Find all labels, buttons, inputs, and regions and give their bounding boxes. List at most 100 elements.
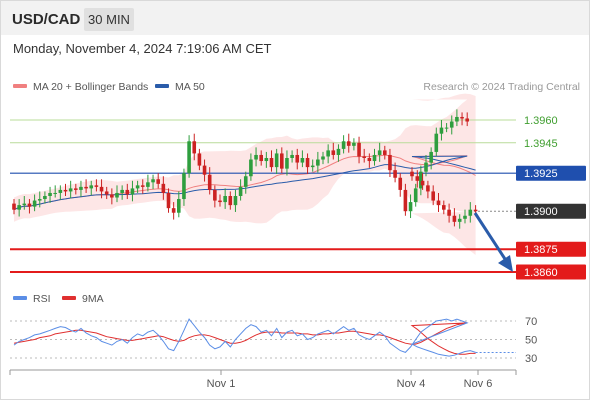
candle-body	[426, 185, 430, 192]
candle-body	[341, 141, 346, 149]
candle-body	[254, 154, 258, 160]
candle-b-8	[452, 208, 457, 227]
rsi-line	[13, 318, 476, 357]
candle-a-61	[326, 144, 330, 164]
candle-body	[110, 194, 114, 198]
candle-body	[410, 171, 414, 177]
candle-a-35	[192, 133, 197, 161]
candle-body	[63, 189, 68, 192]
candle-a-15	[89, 180, 94, 196]
candle-body	[125, 189, 130, 195]
candle-b-0	[410, 167, 414, 181]
candle-b-3	[426, 180, 430, 199]
candle-body	[280, 153, 284, 169]
candle-b-6	[442, 200, 446, 215]
candle-body	[457, 218, 462, 222]
candle-body	[372, 154, 377, 162]
candle-a-26	[146, 174, 150, 192]
candle-body	[398, 177, 403, 190]
candle-a-64	[341, 135, 346, 154]
chart-datetime: Monday, November 4, 2024 7:19:06 AM CET	[13, 41, 272, 56]
candle-a-9	[58, 185, 63, 200]
level-label-1.3900: 1.3900	[524, 206, 558, 218]
ma50-legend-swatch	[155, 84, 169, 88]
candle-a-24	[135, 180, 140, 193]
candle-a-0	[12, 199, 16, 215]
bollinger-band	[14, 93, 476, 255]
candle-body	[465, 118, 469, 122]
candle-body	[94, 185, 99, 187]
candle-body	[473, 209, 478, 212]
candle-a-25	[140, 179, 145, 194]
timeframe-badge[interactable]: 30 MIN	[84, 8, 134, 31]
candle-body	[166, 192, 171, 209]
candle-a-68	[362, 148, 366, 163]
candle-a-75	[398, 173, 403, 197]
candle-body	[463, 215, 467, 219]
candle-body	[449, 121, 454, 128]
candle-body	[156, 179, 160, 184]
candle-body	[146, 182, 150, 187]
candle-body	[171, 208, 176, 213]
ma20-legend-label: MA 20 + Bollinger Bands	[33, 81, 148, 93]
candle-body	[89, 185, 94, 189]
candle-body	[352, 142, 356, 146]
candle-body	[17, 205, 21, 210]
candle-a-83	[439, 120, 444, 141]
candle-a-54	[290, 150, 294, 163]
candle-a-19	[110, 188, 114, 205]
rsi-legend-swatch	[13, 296, 27, 300]
candle-body	[151, 179, 155, 183]
rsi-ma9-line	[13, 322, 476, 355]
candle-body	[439, 127, 444, 134]
candle-body	[259, 154, 263, 162]
candle-a-38	[207, 167, 212, 195]
candle-body	[455, 116, 459, 122]
candle-body	[393, 170, 397, 178]
ma50-legend-label: MA 50	[175, 81, 205, 93]
candle-a-81	[429, 147, 433, 170]
candle-a-67	[357, 136, 361, 164]
level-label-1.3875: 1.3875	[524, 244, 558, 256]
candle-body	[99, 186, 104, 192]
candle-a-42	[228, 191, 233, 210]
candle-b-2	[420, 173, 425, 190]
level-tag-1.3875	[516, 241, 586, 257]
candle-body	[223, 196, 227, 203]
candle-body	[79, 186, 83, 190]
candle-body	[295, 154, 300, 163]
candle-body	[285, 158, 289, 169]
candle-a-5	[37, 191, 42, 208]
candle-a-10	[63, 183, 68, 196]
candle-body	[413, 188, 418, 203]
candle-a-47	[254, 147, 258, 167]
candle-body	[269, 158, 274, 168]
candle-body	[207, 174, 212, 190]
candle-a-49	[264, 151, 269, 168]
candle-a-16	[94, 179, 99, 192]
candle-a-14	[84, 179, 88, 193]
candle-a-22	[125, 183, 130, 200]
candle-a-13	[79, 180, 83, 197]
ma9-legend-swatch	[62, 296, 76, 300]
candle-body	[140, 185, 145, 187]
candle-body	[233, 196, 238, 206]
candle-a-53	[285, 150, 289, 176]
candle-b-1	[415, 170, 420, 188]
candle-body	[74, 188, 78, 190]
candle-a-70	[372, 148, 377, 166]
price-layer: 1.3960 1.3945 1.3925 1.3900 1.3875 1.3860	[10, 93, 586, 280]
candle-a-55	[295, 148, 300, 170]
candle-a-72	[383, 145, 387, 160]
candle-body	[12, 203, 16, 210]
candle-a-17	[99, 179, 104, 199]
candle-a-85	[449, 115, 454, 135]
candle-body	[104, 191, 109, 195]
ma20-legend-swatch	[13, 84, 27, 88]
candle-body	[362, 156, 366, 158]
candle-body	[468, 209, 473, 216]
candle-body	[431, 191, 435, 201]
candle-body	[321, 156, 325, 160]
candle-b-7	[447, 203, 451, 223]
candle-body	[377, 150, 382, 155]
